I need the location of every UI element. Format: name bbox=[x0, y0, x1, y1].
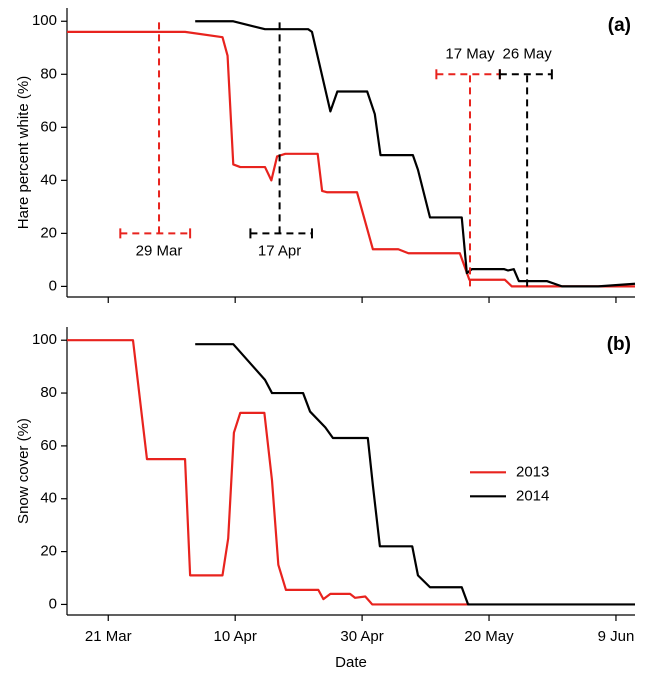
annotation-label: 26 May bbox=[503, 45, 553, 62]
series-line bbox=[67, 339, 470, 606]
annotation-label: 29 Mar bbox=[136, 242, 183, 259]
x-tick-label: 10 Apr bbox=[213, 628, 256, 645]
x-tick-label: 21 Mar bbox=[85, 628, 132, 645]
y-tick-label: 40 bbox=[40, 490, 57, 507]
y-axis-label: Snow cover (%) bbox=[15, 418, 32, 524]
y-tick-label: 80 bbox=[40, 384, 57, 401]
annotation-label: 17 Apr bbox=[258, 242, 301, 259]
series-line bbox=[195, 20, 636, 288]
y-tick-label: 60 bbox=[40, 118, 57, 135]
y-tick-label: 20 bbox=[40, 224, 57, 241]
legend-label: 2013 bbox=[516, 463, 549, 480]
y-tick-label: 20 bbox=[40, 543, 57, 560]
y-tick-label: 40 bbox=[40, 171, 57, 188]
x-tick-label: 30 Apr bbox=[340, 628, 383, 645]
y-tick-label: 80 bbox=[40, 65, 57, 82]
series-line bbox=[67, 30, 635, 288]
x-axis-label: Date bbox=[335, 654, 367, 671]
x-tick-label: 20 May bbox=[464, 628, 514, 645]
y-tick-label: 60 bbox=[40, 437, 57, 454]
series-line bbox=[195, 343, 635, 606]
y-tick-label: 100 bbox=[32, 12, 57, 29]
y-axis-label: Hare percent white (%) bbox=[15, 76, 32, 229]
legend-label: 2014 bbox=[516, 487, 549, 504]
annotation-label: 17 May bbox=[445, 45, 495, 62]
y-tick-label: 0 bbox=[49, 277, 57, 294]
panel-label: (a) bbox=[608, 15, 631, 36]
panel-label: (b) bbox=[607, 334, 631, 355]
y-tick-label: 100 bbox=[32, 331, 57, 348]
x-tick-label: 9 Jun bbox=[598, 628, 635, 645]
y-tick-label: 0 bbox=[49, 595, 57, 612]
